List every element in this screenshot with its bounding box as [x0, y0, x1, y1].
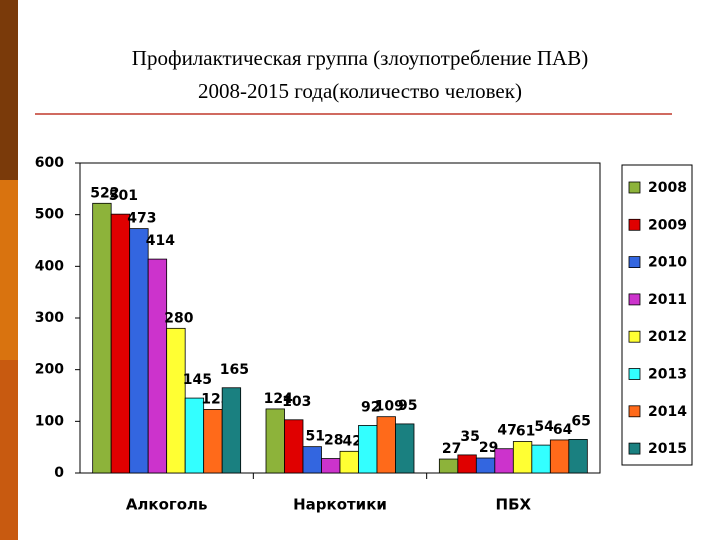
legend-swatch — [628, 218, 641, 231]
value-label: 47 — [497, 423, 516, 439]
legend-label: 2008 — [648, 180, 687, 196]
bar — [203, 409, 223, 474]
bar — [438, 458, 459, 474]
value-label: 92 — [361, 399, 380, 415]
value-label: 95 — [398, 398, 417, 414]
side-stripe — [0, 360, 18, 540]
value-label: 64 — [553, 422, 573, 438]
x-tick-label: ПБХ — [496, 496, 532, 514]
bar — [221, 387, 242, 474]
value-label: 165 — [220, 362, 249, 378]
x-tick-label: Наркотики — [293, 496, 387, 514]
bar — [376, 416, 396, 474]
value-label: 103 — [282, 394, 311, 410]
legend-label: 2015 — [648, 441, 687, 457]
y-tick-label: 200 — [35, 362, 64, 378]
value-label: 145 — [183, 372, 212, 388]
chart-title: Профилактическая группа (злоупотребление… — [132, 46, 588, 70]
bar — [475, 457, 496, 474]
chart-title: 2008-2015 года(количество человек) — [198, 79, 522, 103]
legend-swatch — [628, 442, 641, 455]
value-label: 61 — [516, 423, 535, 439]
side-stripe — [0, 180, 18, 360]
bar — [549, 439, 570, 474]
value-label: 51 — [306, 429, 325, 445]
bar — [129, 228, 149, 474]
value-label: 42 — [343, 433, 362, 449]
bar — [92, 202, 112, 474]
bar — [147, 258, 168, 474]
y-tick-label: 300 — [35, 310, 64, 326]
x-tick-label: Алкоголь — [126, 496, 208, 514]
bar — [265, 408, 285, 474]
value-label: 414 — [146, 233, 175, 249]
bar — [184, 397, 205, 474]
bar — [494, 448, 514, 474]
bar — [395, 423, 415, 474]
legend-swatch — [628, 368, 641, 380]
y-tick-label: 0 — [54, 465, 64, 481]
value-label: 522 — [90, 185, 119, 201]
bar — [457, 454, 477, 474]
legend-swatch — [628, 256, 641, 269]
bar — [358, 425, 378, 474]
side-stripe — [0, 0, 18, 180]
y-tick-label: 100 — [35, 413, 64, 429]
bar — [512, 441, 533, 474]
value-label: 280 — [164, 310, 193, 326]
y-tick-label: 500 — [35, 207, 64, 223]
legend-label: 2013 — [648, 367, 687, 383]
legend-swatch — [628, 405, 641, 418]
bar — [110, 213, 131, 474]
legend-label: 2011 — [648, 292, 687, 308]
value-label: 65 — [571, 413, 590, 429]
legend-swatch — [628, 293, 641, 306]
legend-label: 2012 — [648, 329, 687, 345]
bar — [302, 446, 322, 474]
value-label: 124 — [264, 391, 293, 407]
value-label: 27 — [442, 441, 461, 457]
legend-label: 2010 — [648, 255, 687, 271]
value-label: 35 — [460, 429, 479, 445]
bar — [568, 439, 588, 474]
value-label: 54 — [534, 419, 554, 435]
value-label: 501 — [109, 188, 138, 204]
value-label: 29 — [479, 440, 498, 456]
legend-swatch — [628, 330, 641, 343]
bar — [339, 450, 359, 474]
y-tick-label: 400 — [35, 258, 64, 274]
legend-label: 2009 — [648, 217, 687, 233]
value-label: 473 — [127, 211, 156, 227]
value-label: 109 — [375, 399, 404, 415]
bar — [284, 419, 304, 474]
legend-swatch — [628, 181, 641, 194]
y-tick-label: 600 — [35, 155, 64, 171]
bar — [321, 458, 341, 474]
bar — [531, 444, 551, 474]
bar — [166, 327, 186, 474]
value-label: 28 — [324, 433, 343, 449]
legend-label: 2014 — [648, 404, 687, 420]
legend-box — [621, 164, 693, 466]
